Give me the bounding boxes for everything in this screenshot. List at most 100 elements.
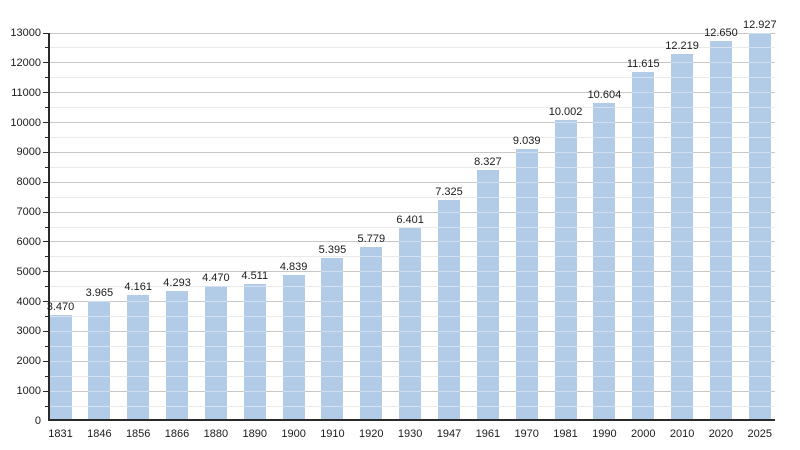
gridline-major [50, 92, 775, 94]
y-tick-label: 12000 [10, 56, 41, 69]
y-tick-label: 11000 [11, 86, 41, 99]
gridline-overlay [50, 330, 775, 332]
y-tick-mark [43, 330, 48, 332]
gridline-overlay [50, 62, 775, 64]
bar-value-label: 4.161 [124, 280, 152, 293]
gridline-overlay [50, 47, 775, 49]
bar-value-label: 5.395 [318, 243, 347, 256]
bar [127, 294, 150, 419]
y-tick-label: 8000 [16, 176, 41, 189]
y-tick-label: 13000 [10, 27, 41, 39]
x-tick-label: 1910 [320, 428, 345, 440]
gridline-overlay [50, 107, 775, 109]
bar [282, 274, 305, 419]
y-tick-mark [45, 47, 48, 49]
gridline-overlay [50, 32, 775, 34]
bar-value-label: 4.470 [202, 271, 230, 284]
bar-value-label: 12.219 [665, 40, 699, 53]
gridline-overlay [50, 181, 775, 183]
gridline-overlay [50, 345, 775, 347]
y-tick-label: 1000 [16, 385, 41, 398]
y-tick-mark [43, 32, 48, 34]
y-tick-mark [45, 136, 48, 138]
gridline-overlay [50, 316, 775, 318]
gridline-minor [50, 196, 775, 198]
bar-value-label: 12.650 [704, 27, 738, 40]
y-tick-label: 0 [34, 415, 41, 427]
x-tick-label: 1920 [359, 428, 384, 440]
gridline-overlay [50, 166, 775, 168]
bar [360, 246, 383, 419]
bar-value-label: 3.470 [46, 301, 75, 314]
bar-value-label: 12.927 [742, 19, 777, 32]
y-tick-mark [43, 122, 48, 124]
x-tick-label: 1831 [48, 428, 73, 440]
bar-value-label: 8.327 [474, 156, 502, 169]
y-tick-label: 7000 [16, 206, 41, 219]
y-tick-label: 2000 [16, 355, 41, 368]
gridline-overlay [50, 390, 775, 392]
y-tick-mark [43, 62, 48, 64]
y-tick-mark [43, 241, 48, 243]
y-tick-mark [45, 375, 48, 377]
gridline-major [50, 62, 775, 64]
y-tick-mark [45, 107, 48, 109]
bar [243, 284, 266, 419]
x-tick-label: 1981 [553, 428, 578, 440]
x-tick-label: 2000 [631, 428, 656, 440]
x-tick-label: 2025 [747, 428, 773, 440]
y-tick-mark [45, 166, 48, 168]
bar-value-label: 10.604 [587, 88, 622, 101]
bar [709, 41, 732, 419]
gridline-overlay [50, 196, 775, 198]
x-tick-label: 1880 [203, 428, 229, 440]
bar [671, 54, 694, 419]
y-tick-mark [43, 211, 48, 213]
y-tick-mark [43, 390, 48, 392]
bar [49, 315, 72, 419]
y-tick-mark [43, 151, 48, 153]
x-tick-label: 1890 [242, 428, 267, 440]
gridline-overlay [50, 286, 775, 288]
bar-value-label: 9.039 [512, 135, 541, 148]
y-tick-mark [43, 181, 48, 183]
gridline-overlay [50, 151, 775, 153]
y-tick-mark [45, 316, 48, 318]
y-tick-mark [45, 77, 48, 79]
gridline-overlay [50, 241, 775, 243]
bar-value-label: 4.839 [279, 260, 308, 273]
gridline-minor [50, 107, 775, 109]
gridline-minor [50, 136, 775, 138]
y-tick-mark [43, 301, 48, 303]
bar-value-label: 3.965 [85, 286, 114, 299]
bar-value-label: 4.293 [163, 276, 191, 289]
bar [515, 149, 538, 419]
x-tick-label: 1961 [475, 428, 501, 440]
x-tick-label: 2010 [669, 428, 695, 440]
bar-value-label: 6.401 [396, 213, 424, 226]
bar-value-label: 10.002 [548, 106, 583, 119]
gridline-major [50, 211, 775, 213]
x-tick-label: 1970 [514, 428, 539, 440]
x-tick-label: 1846 [87, 428, 112, 440]
gridline-minor [50, 47, 775, 49]
y-tick-mark [43, 92, 48, 94]
bar [476, 170, 499, 419]
gridline-major [50, 181, 775, 183]
gridline-minor [50, 226, 775, 228]
gridline-overlay [50, 271, 775, 273]
x-tick-label: 2020 [708, 428, 734, 440]
gridline-overlay [50, 301, 775, 303]
gridline-major [50, 151, 775, 153]
x-tick-label: 1856 [125, 428, 151, 440]
y-tick-mark [43, 360, 48, 362]
bar [166, 290, 189, 419]
x-tick-label: 1930 [397, 428, 423, 440]
y-tick-label: 10000 [10, 116, 41, 129]
bar [632, 72, 655, 419]
y-tick-label: 4000 [16, 295, 41, 308]
y-tick-mark [45, 226, 48, 228]
bar [399, 227, 422, 419]
y-tick-mark [45, 256, 48, 258]
